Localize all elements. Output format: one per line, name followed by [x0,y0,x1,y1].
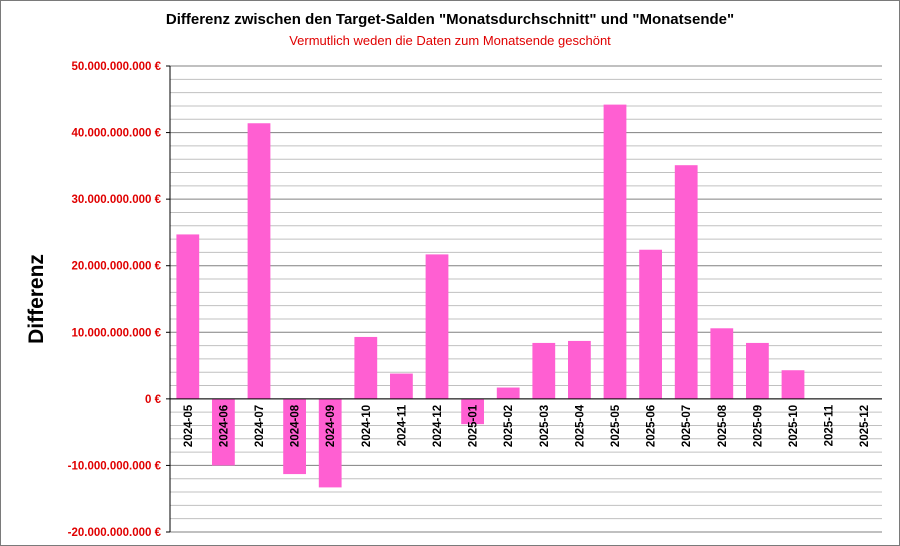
x-tick-label: 2025-04 [574,404,586,447]
bar [318,398,342,488]
bar [746,342,769,399]
x-tick-label: 2025-07 [681,405,693,447]
x-tick-label: 2025-05 [610,404,622,447]
x-tick-label: 2024-10 [361,405,373,447]
x-tick-label: 2025-03 [539,405,551,447]
y-tick-label: 30.000.000.000 € [71,194,161,206]
x-tick-label: 2024-09 [325,405,337,447]
bar [781,370,805,399]
x-tick-label: 2025-11 [824,404,836,446]
chart-title: Differenz zwischen den Target-Salden "Mo… [165,11,735,28]
x-tick-label: 2024-07 [254,405,266,447]
bar [461,398,484,425]
bar [674,165,698,399]
bar [568,340,591,399]
x-tick-label: 2025-06 [646,405,658,447]
x-tick-label: 2024-05 [183,404,195,447]
x-tick-label: 2024-11 [396,404,408,446]
y-tick-label: 10.000.000.000 € [71,327,161,339]
chart-subtitle: Vermutlich weden die Daten zum Monatsend… [289,33,611,48]
x-tick-label: 2025-10 [788,405,800,447]
x-tick-label: 2024-06 [218,405,230,447]
y-tick-label: 50.000.000.000 € [71,61,161,73]
bar [247,123,271,399]
x-tick-label: 2024-12 [432,405,444,447]
bar [639,249,662,399]
x-tick-label: 2025-12 [859,405,871,447]
y-tick-label: 20.000.000.000 € [71,261,161,273]
y-axis-label: Differenz [25,254,48,344]
bar [212,398,235,466]
y-tick-label: -20.000.000.000 € [68,527,162,539]
bar [176,234,200,399]
x-tick-label: 2025-01 [468,404,480,447]
bar [603,104,627,399]
bar [354,336,378,399]
bar [425,254,449,399]
bar [390,373,413,399]
x-tick-label: 2024-08 [290,404,302,447]
x-tick-label: 2025-02 [503,405,515,447]
y-tick-label: 40.000.000.000 € [71,128,161,140]
x-tick-label: 2025-08 [717,404,729,447]
bar [710,328,734,399]
y-tick-label: 0 € [145,394,162,406]
x-tick-label: 2025-09 [752,405,764,447]
bar [496,387,520,399]
bar [532,342,556,399]
y-tick-label: -10.000.000.000 € [68,460,162,472]
bar [283,398,306,475]
